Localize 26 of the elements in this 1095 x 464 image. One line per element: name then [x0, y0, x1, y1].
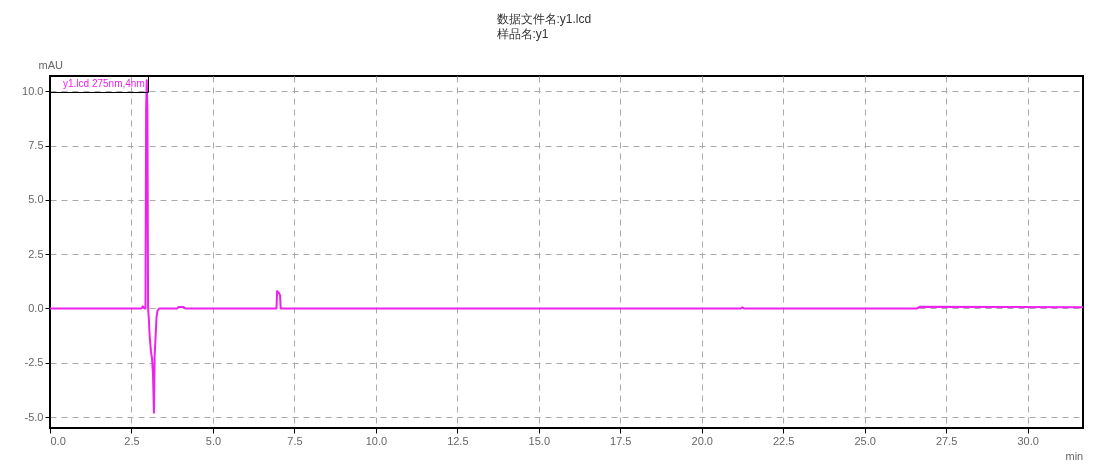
x-tick-label: 17.5	[610, 434, 632, 447]
chart-title: 数据文件名:y1.lcd	[496, 12, 592, 26]
x-axis-title: min	[1065, 449, 1084, 462]
x-tick-label: 12.5	[447, 434, 469, 447]
y-tick-label: -2.5	[24, 356, 44, 369]
y-tick-label: 7.5	[28, 139, 44, 152]
y-axis-title: mAU	[38, 58, 63, 71]
x-tick-label: 10.0	[365, 434, 388, 447]
x-tick-label: 22.5	[772, 434, 795, 447]
x-tick-label: 2.5	[124, 434, 140, 447]
x-tick-label: 30.0	[1017, 434, 1039, 447]
y-tick-label: 2.5	[28, 247, 44, 260]
x-tick-label: 27.5	[935, 434, 958, 447]
series-label: y1.lcd 275nm,4nm	[63, 78, 145, 89]
y-tick-label: 10.0	[22, 84, 44, 97]
x-tick-label: 0.0	[50, 434, 66, 447]
y-tick-label: 0.0	[28, 301, 44, 314]
x-tick-label: 25.0	[854, 434, 876, 447]
chart-subtitle: 样品名:y1	[496, 27, 549, 41]
x-tick-label: 5.0	[205, 434, 222, 447]
x-tick-label: 7.5	[287, 434, 303, 447]
y-tick-label: 5.0	[28, 193, 44, 206]
y-tick-label: -5.0	[24, 410, 44, 423]
line-series	[50, 79, 1083, 414]
x-tick-label: 20.0	[691, 434, 713, 447]
x-tick-label: 15.0	[528, 434, 551, 447]
